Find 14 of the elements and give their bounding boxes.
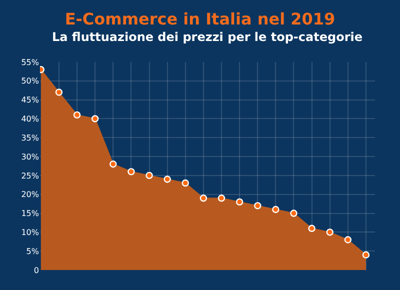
chart-subtitle: La fluttuazione dei prezzi per le top-categorie [52,30,362,44]
y-tick-label: 30% [21,152,40,162]
y-tick-label: 5% [26,246,40,256]
y-tick-label: 20% [21,190,40,200]
y-tick-label: 40% [21,114,40,124]
y-tick-label: 15% [21,209,40,218]
y-tick-label: 45% [21,96,40,105]
y-tick-label: 50% [21,76,40,86]
y-tick-label: 55% [21,58,40,67]
chart-title: E-Commerce in Italia nel 2019 [64,9,336,28]
y-tick-label: 0 [34,266,39,275]
y-tick-label: 25% [21,171,40,180]
y-tick-label: 35% [21,133,40,142]
y-tick-label: 10% [21,228,40,237]
